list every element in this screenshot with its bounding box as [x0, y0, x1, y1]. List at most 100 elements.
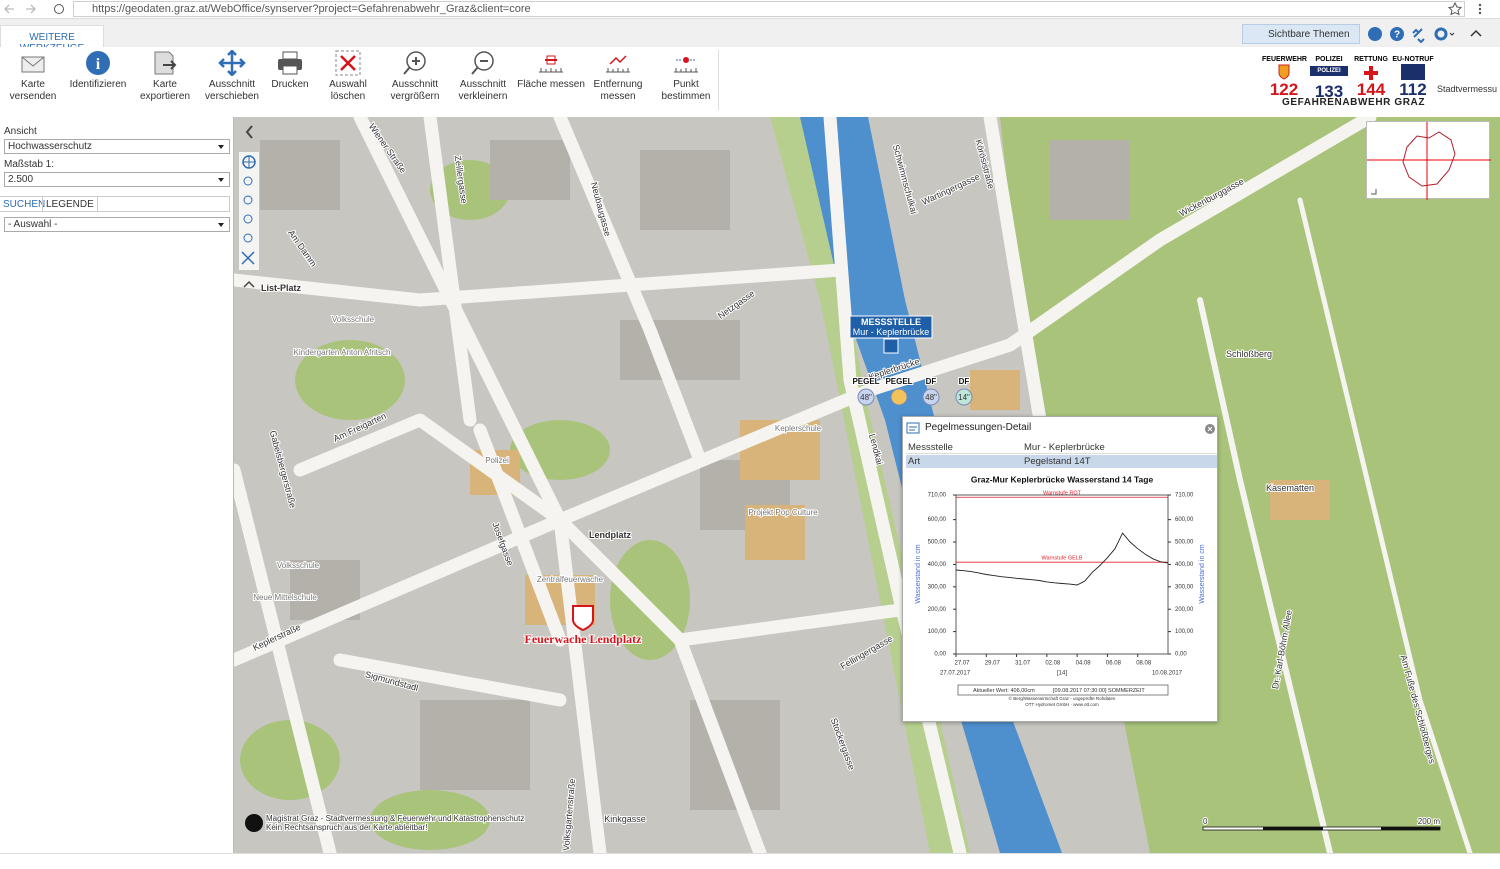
emergency-caption: GEFAHRENABWEHR GRAZ [1282, 97, 1426, 108]
y2-tick-label: 600,00 [1175, 517, 1194, 523]
street-label: Schloßberg [1226, 349, 1272, 359]
y-tick-label: 600,00 [928, 517, 947, 523]
tools-tab[interactable]: WEITERE WERKZEUGE [0, 25, 104, 54]
tool[interactable]: Entfernung messen [583, 50, 653, 103]
tool[interactable]: Punkt bestimmen [651, 50, 721, 103]
scalebar-segment [1263, 827, 1323, 830]
search-tab[interactable]: SUCHEN [3, 199, 46, 210]
gauge-label: DF [926, 377, 937, 386]
tool[interactable]: Karte exportieren [130, 50, 200, 103]
map-navigation[interactable] [236, 122, 262, 292]
address-bar[interactable]: https://geodaten.graz.at/WebOffice/synse… [73, 1, 1465, 17]
overview-map[interactable] [1366, 121, 1491, 200]
y-tick-label: 100,00 [928, 629, 947, 635]
emergency-number: 133 [1314, 82, 1344, 101]
street-label: Kinkgasse [604, 814, 646, 824]
building-label: Keplerschule [775, 424, 822, 433]
fire-station-label: Feuerwache Lendplatz [525, 632, 643, 646]
emergency-label: FEUERWEHR [1262, 56, 1307, 63]
station-box [849, 315, 933, 339]
emergency-item: FEUERWEHR 122 [1262, 56, 1307, 99]
station-title: MESSSTELLE [861, 317, 921, 327]
emergency-label: POLIZEI [1315, 56, 1343, 63]
tool[interactable]: Drucken [255, 50, 325, 91]
tool-label: Drucken [271, 79, 309, 90]
building-label: Neue Mittelschule [253, 593, 317, 602]
y-axis-label: Wasserstand in cm [915, 544, 922, 603]
current-value: Aktueller Wert: 406,00cm [973, 688, 1035, 694]
gauge-reading: 14" [958, 393, 970, 402]
gauge-chart: Graz-Mur Keplerbrücke Wasserstand 14 Tag… [915, 474, 1206, 707]
y-tick-label: 300,00 [928, 584, 947, 590]
tool[interactable]: Ausschnitt verschieben [197, 50, 267, 103]
fire-station-icon [572, 605, 594, 632]
scale-select[interactable]: 2.500 [4, 172, 230, 187]
x-tick-label: 08.08 [1136, 661, 1152, 667]
view-select[interactable]: Hochwasserschutz [4, 139, 230, 154]
building-label: Kindergarten Anton Afritsch [294, 348, 391, 357]
gauge-icon [890, 388, 908, 406]
emergency-icon: POLIZEI [1310, 66, 1348, 82]
x-tick-label: 27.07 [954, 661, 970, 667]
timestamp: [09.08.2017 07:30:00] SOMMERZEIT [1053, 688, 1145, 694]
credit: OTT Hydromet GmbH · www.ott.com [1025, 702, 1099, 707]
buildings [260, 140, 1330, 810]
y-tick-label: 0,00 [934, 652, 946, 658]
y2-tick-label: 100,00 [1175, 629, 1194, 635]
tool-label: Ausschnitt verkleinern [458, 79, 508, 102]
emergency-logos: FEUERWEHR 122 POLIZEI POLIZEI 133 RETTUNG 144 E… [1258, 0, 1500, 117]
tool-label: Karte versenden [9, 79, 57, 102]
data-line [955, 532, 1169, 586]
gauge-label: DF [959, 377, 970, 386]
attribution: Kein Rechtsanspruch aus der Karte ableit… [266, 823, 427, 832]
tool[interactable]: Ausschnitt vergrößern [380, 50, 450, 103]
tool-label: Fläche messen [517, 79, 585, 90]
tool[interactable]: Fläche messen [516, 50, 586, 91]
x-tick-label: 04.08 [1076, 661, 1092, 667]
tool-label: Ausschnitt verschieben [205, 79, 259, 102]
building-label: Projekt Pop Culture [748, 508, 818, 517]
nav-buttons[interactable] [4, 2, 66, 16]
x-tick-label: 06.08 [1106, 661, 1122, 667]
tool-label: Karte exportieren [139, 79, 191, 102]
info-popup: Pegelmessungen-Detail Messstelle Mur - Ke… [902, 416, 1218, 722]
attribution-icon [245, 814, 263, 832]
selection-select[interactable]: - Auswahl - [4, 217, 230, 232]
sidebar: Ansicht Hochwasserschutz Maßstab 1: 2.50… [0, 117, 234, 853]
cut-label: Stadtvermessu [1437, 84, 1498, 94]
y2-tick-label: 710,00 [1175, 493, 1194, 499]
street-label: Lendplatz [589, 530, 631, 540]
tool[interactable]: Ausschnitt verkleinern [448, 50, 518, 103]
browser-icons[interactable] [1448, 2, 1496, 16]
tool[interactable]: Auswahl löschen [313, 50, 383, 103]
tool[interactable]: Karte versenden [0, 50, 68, 103]
tool[interactable]: i Identifizieren [63, 50, 133, 91]
scalebar-label: 200 m [1418, 817, 1441, 826]
x-start-label: 27.07.2017 [940, 671, 971, 677]
emergency-number: 122 [1269, 80, 1299, 99]
y-tick-label: 200,00 [928, 607, 947, 613]
themes-dropdown[interactable]: Sichtbare Themen [1242, 24, 1360, 44]
popup-title: Pegelmessungen-Detail [925, 422, 1032, 433]
x-span-label: [14] [1057, 671, 1067, 677]
popup-row: Art Pegelstand 14T [906, 455, 1217, 468]
y2-tick-label: 400,00 [1175, 562, 1194, 568]
roads [234, 117, 1473, 853]
status-bar [0, 853, 1500, 869]
tool-label: Auswahl löschen [329, 79, 367, 102]
y-tick-label: 710,00 [928, 493, 947, 499]
header-icons[interactable]: ? [1366, 25, 1490, 43]
gauge-icon [955, 388, 973, 406]
building-label: Volksschule [277, 561, 320, 570]
scale-label: Maßstab 1: [4, 159, 55, 170]
legend-tab[interactable]: LEGENDE [42, 197, 98, 212]
emergency-item: POLIZEI POLIZEI 133 [1307, 56, 1351, 101]
emergency-badge: POLIZEI [1310, 66, 1348, 76]
popup-row: Messstelle Mur - Keplerbrücke [906, 441, 1217, 454]
close-button[interactable] [1204, 423, 1216, 435]
gauge-reading: 48" [925, 393, 937, 402]
tool-label: Entfernung messen [593, 79, 643, 102]
